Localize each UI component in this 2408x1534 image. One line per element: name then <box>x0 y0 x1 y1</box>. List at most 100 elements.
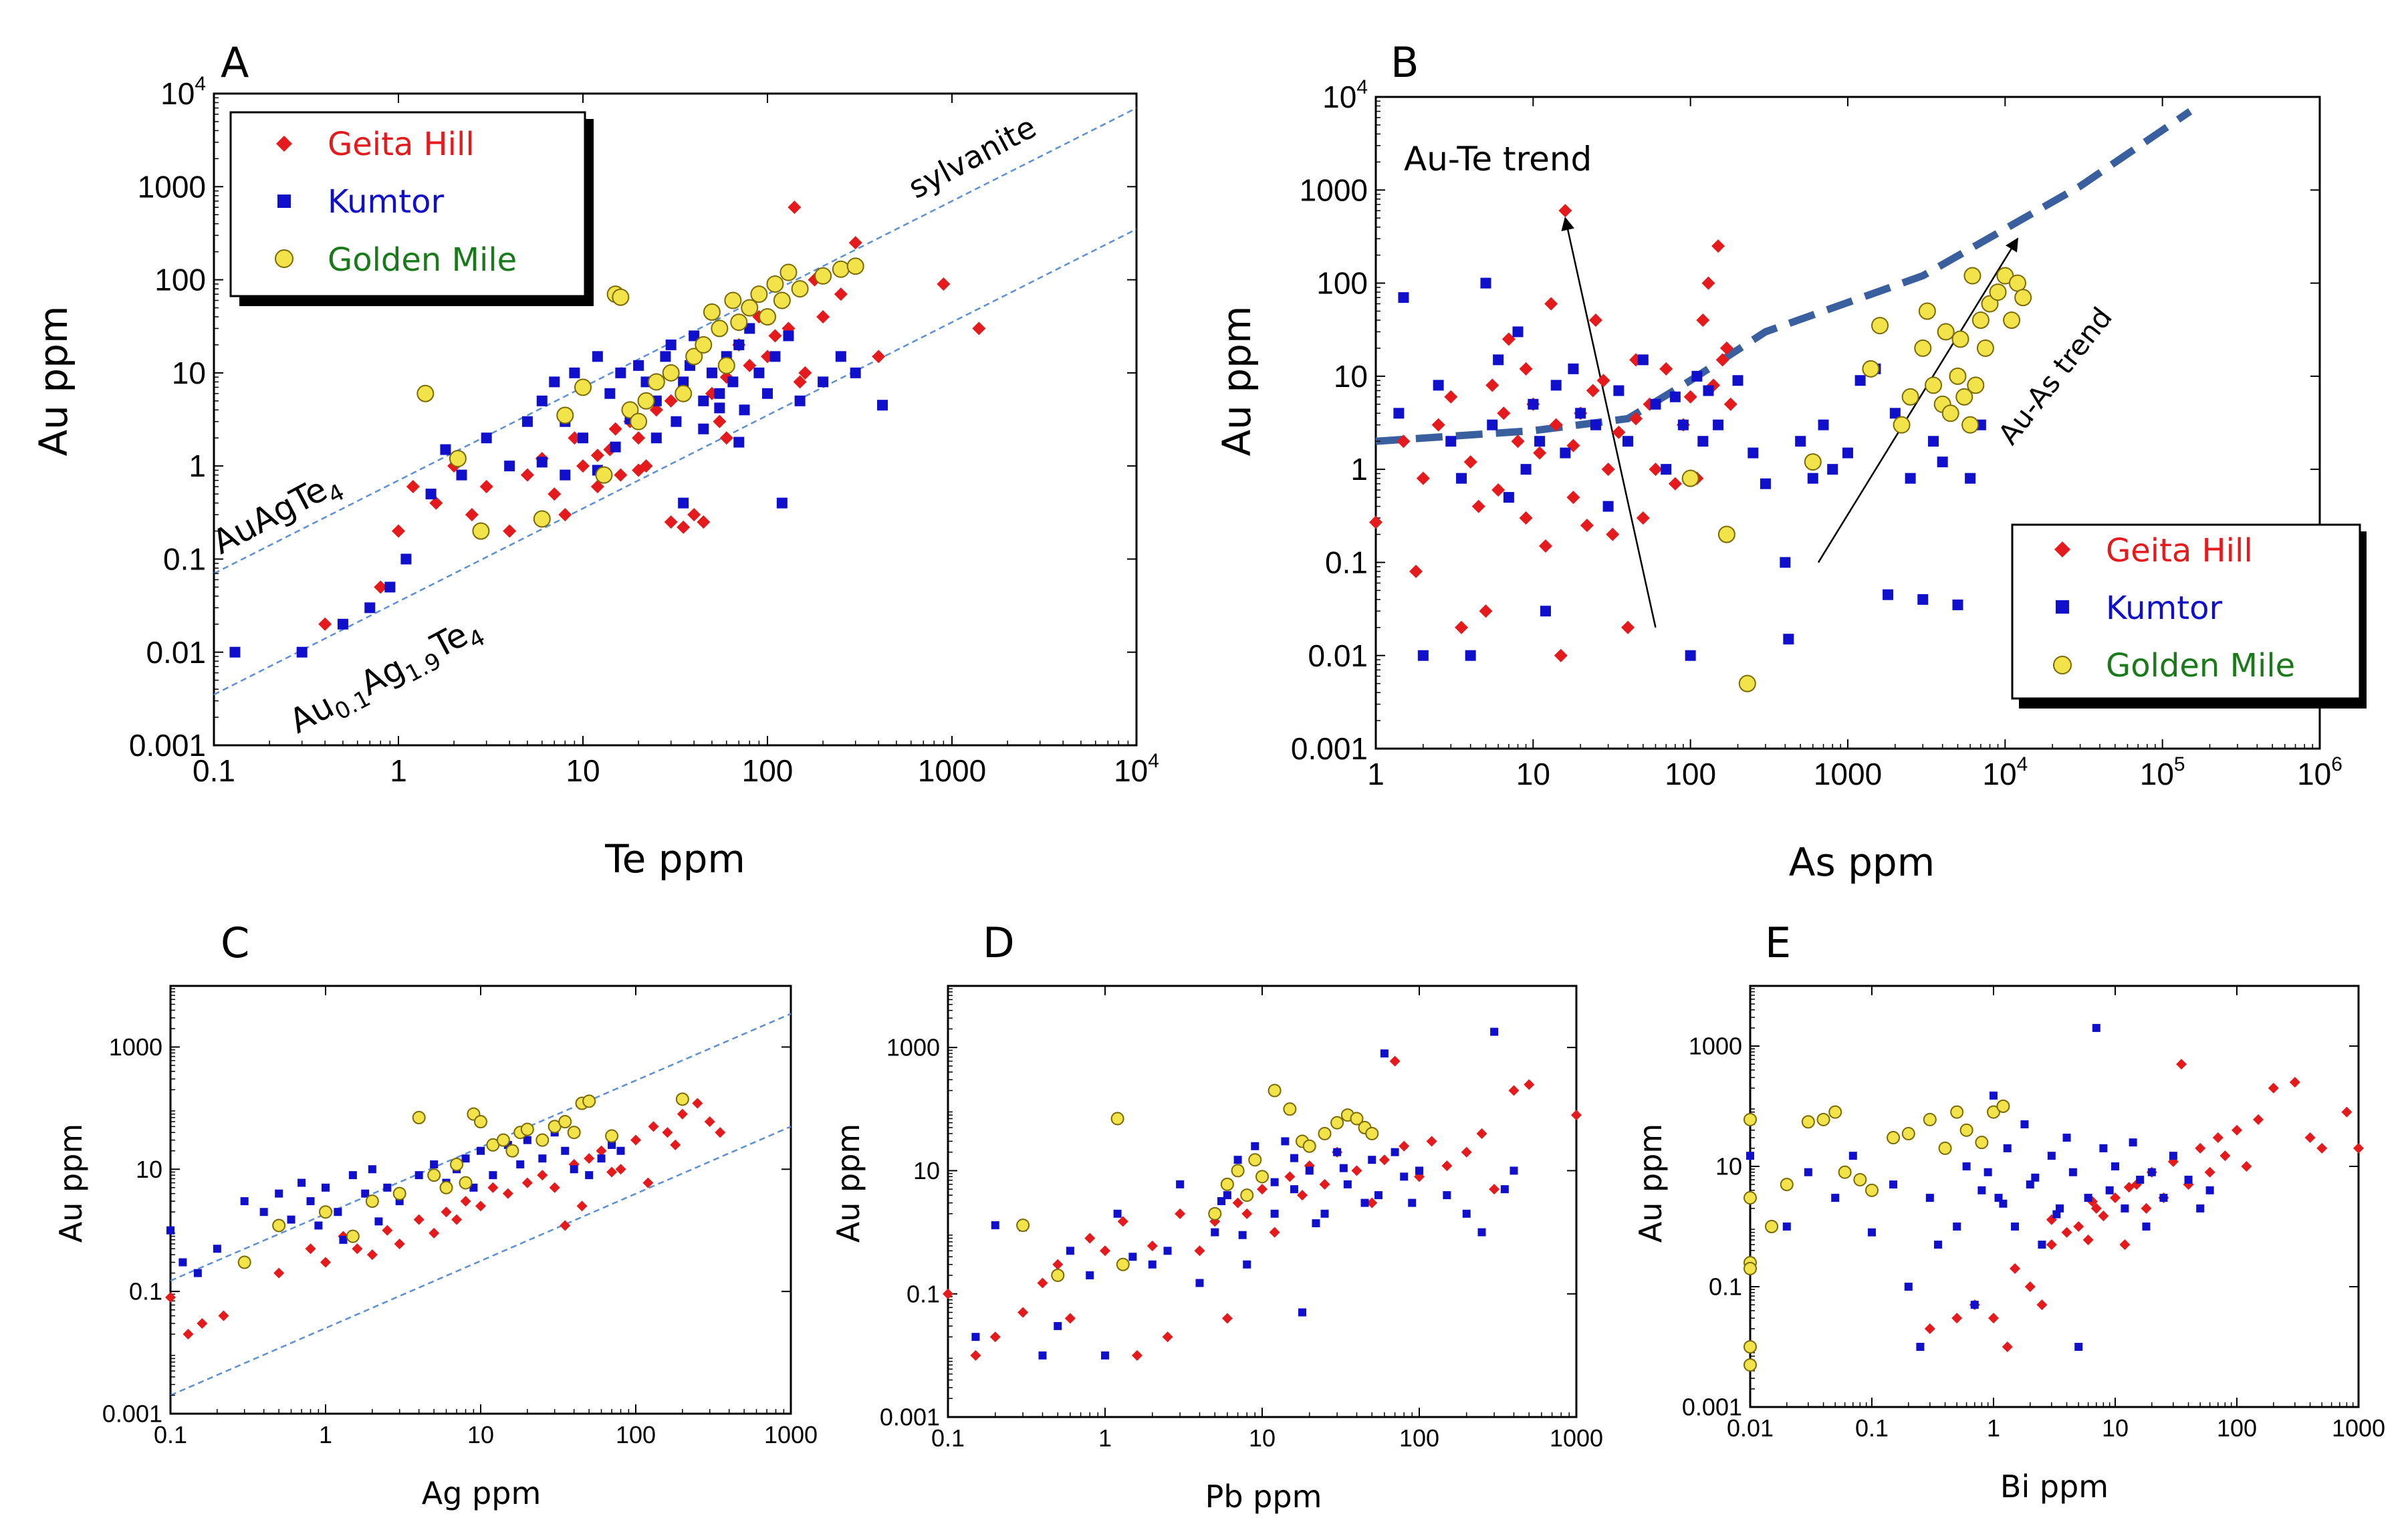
point-kumtor <box>1661 464 1672 475</box>
point-kumtor <box>2047 1152 2056 1160</box>
point-geita-hill <box>872 350 886 364</box>
annotation-au01ag19te4: Au0.1Ag1.9Te4 <box>283 608 489 747</box>
point-kumtor <box>430 1160 439 1169</box>
point-golden-mile <box>1853 1172 1867 1186</box>
point-golden-mile <box>779 263 798 281</box>
point-geita-hill <box>590 480 604 494</box>
point-kumtor <box>1148 1260 1157 1269</box>
point-kumtor <box>461 1154 470 1163</box>
point-kumtor <box>1398 292 1409 303</box>
point-kumtor <box>1904 1283 1913 1291</box>
point-kumtor <box>322 1183 330 1192</box>
point-golden-mile <box>319 1205 332 1219</box>
point-golden-mile <box>605 1129 619 1143</box>
point-geita-hill <box>1554 648 1568 662</box>
point-golden-mile <box>1804 453 1822 471</box>
point-geita-hill <box>1719 341 1733 355</box>
point-geita-hill <box>687 507 701 521</box>
panel-letter-e: E <box>1765 918 1791 967</box>
point-kumtor <box>727 376 739 388</box>
point-geita-hill <box>305 1243 316 1255</box>
point-geita-hill <box>1566 491 1580 505</box>
point-geita-hill <box>2082 1234 2094 1245</box>
point-kumtor <box>440 444 451 455</box>
x-tick-label: 0.1 <box>154 1421 187 1448</box>
point-kumtor <box>1380 1049 1389 1058</box>
point-kumtor <box>1368 1156 1376 1164</box>
point-kumtor <box>536 395 548 406</box>
point-geita-hill <box>465 507 479 521</box>
point-geita-hill <box>1533 446 1547 460</box>
point-geita-hill <box>1659 362 1673 376</box>
point-kumtor <box>334 1208 342 1217</box>
x-axis-label-a: Te ppm <box>604 836 745 882</box>
point-kumtor <box>1408 1198 1417 1207</box>
point-kumtor <box>2129 1138 2137 1147</box>
point-golden-mile <box>773 291 791 309</box>
point-kumtor <box>678 497 689 509</box>
point-golden-mile <box>741 299 759 317</box>
y-tick-label: 0.001 <box>1682 1394 1742 1421</box>
point-geita-hill <box>1715 353 1729 367</box>
point-golden-mile <box>1941 404 1959 422</box>
x-axis-label-b: As ppm <box>1789 840 1935 885</box>
point-golden-mile <box>612 288 630 306</box>
point-geita-hill <box>2195 1142 2206 1154</box>
point-kumtor <box>1290 1154 1298 1162</box>
point-kumtor <box>348 1171 357 1180</box>
point-kumtor <box>2105 1186 2114 1194</box>
point-kumtor <box>1842 447 1853 459</box>
x-tick-label: 100 <box>742 753 794 788</box>
x-tick-label: 1000 <box>764 1421 818 1448</box>
point-golden-mile <box>1938 1141 1952 1155</box>
point-geita-hill <box>2046 1239 2057 1251</box>
point-geita-hill <box>715 1127 726 1138</box>
point-geita-hill <box>972 322 986 336</box>
points-c <box>165 1092 726 1340</box>
point-kumtor <box>1456 473 1467 484</box>
legend-label-golden: Golden Mile <box>328 241 517 279</box>
point-geita-hill <box>2241 1161 2252 1172</box>
point-geita-hill <box>406 480 420 494</box>
point-kumtor <box>489 1171 497 1180</box>
point-kumtor <box>1713 419 1724 430</box>
ticks-e: 0.01 0.1 1 10 100 1000 0.001 0.1 10 1000 <box>1682 986 2385 1442</box>
point-golden-mile <box>1765 1220 1779 1233</box>
point-golden-mile <box>449 450 467 468</box>
x-tick-label: 1 <box>1367 757 1384 791</box>
point-golden-mile <box>1801 1115 1815 1129</box>
point-kumtor <box>1312 1219 1320 1228</box>
point-geita-hill <box>1988 1313 1999 1324</box>
point-kumtor <box>1669 391 1681 402</box>
arrow-au-te-trend <box>1561 217 1657 628</box>
point-geita-hill <box>374 580 388 594</box>
point-kumtor <box>1677 419 1689 430</box>
point-geita-hill <box>2024 1281 2036 1292</box>
point-geita-hill <box>630 1134 641 1146</box>
point-golden-mile <box>703 303 721 321</box>
point-kumtor <box>671 416 682 427</box>
x-tick-label: 106 <box>2297 753 2342 791</box>
point-golden-mile <box>346 1229 360 1243</box>
point-golden-mile <box>1996 1100 2010 1113</box>
point-kumtor <box>1298 1308 1306 1317</box>
point-kumtor <box>1270 1178 1279 1186</box>
point-geita-hill <box>218 1310 229 1321</box>
point-kumtor <box>762 388 773 399</box>
point-kumtor <box>275 1189 283 1198</box>
point-geita-hill <box>662 1127 673 1138</box>
point-kumtor <box>1233 1156 1242 1164</box>
point-kumtor <box>1534 436 1546 447</box>
point-kumtor <box>1782 1223 1791 1231</box>
point-golden-mile <box>1780 1178 1794 1192</box>
point-geita-hill <box>1284 1171 1296 1182</box>
point-golden-mile <box>505 1144 519 1158</box>
point-golden-mile <box>1268 1083 1282 1098</box>
point-kumtor <box>1637 354 1649 366</box>
point-geita-hill <box>1444 390 1458 404</box>
point-golden-mile <box>1208 1206 1222 1221</box>
y-tick-label: 104 <box>160 73 206 111</box>
point-kumtor <box>2092 1023 2100 1032</box>
point-kumtor <box>297 1178 306 1187</box>
